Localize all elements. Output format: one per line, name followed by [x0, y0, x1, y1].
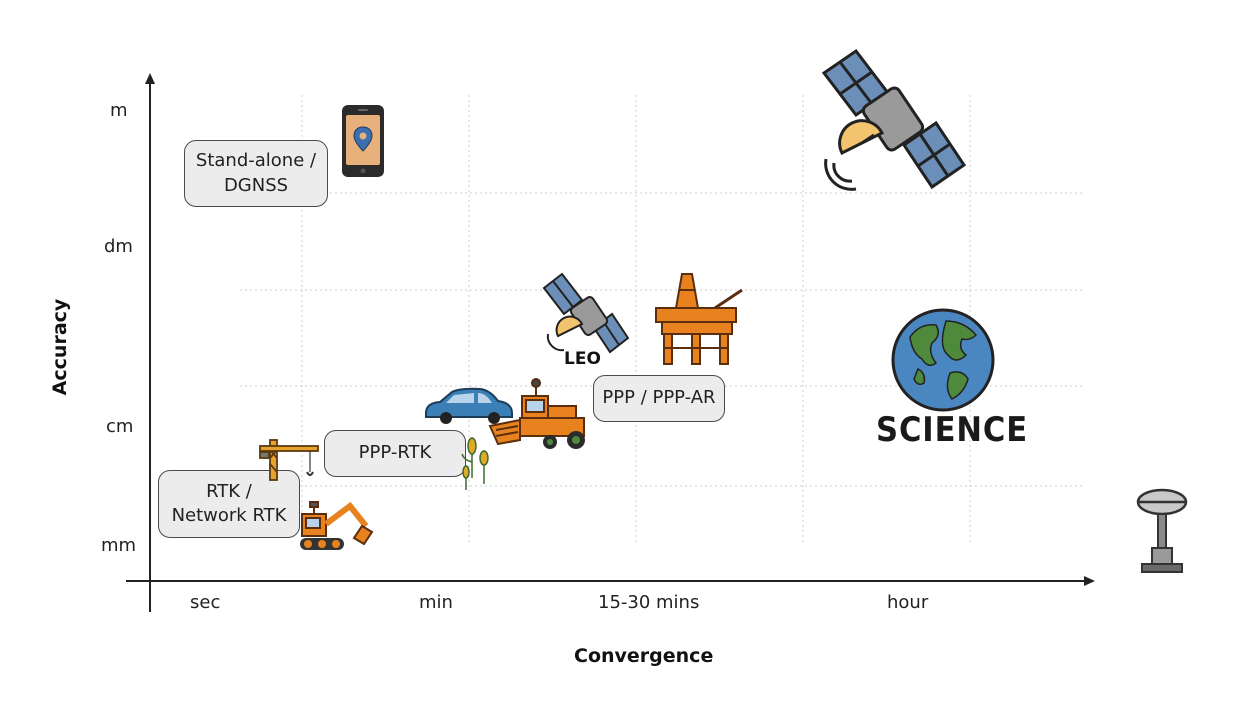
excavator-icon [300, 501, 374, 550]
globe-icon [891, 308, 995, 412]
crops-icon [461, 437, 489, 490]
y-tick-m: m [110, 100, 128, 121]
car-icon [425, 387, 513, 424]
y-axis-title: Accuracy [49, 298, 71, 396]
x-tick-min: min [419, 592, 453, 613]
method-box-ppp-ppp-ar: PPP / PPP-AR [593, 375, 725, 422]
method-box-standalone-dgnss: Stand-alone / DGNSS [184, 140, 328, 207]
oil-rig-icon [655, 273, 743, 365]
x-axis [126, 576, 1095, 586]
y-axis [145, 73, 155, 612]
gnss-antenna-icon [1136, 488, 1188, 573]
method-label: PPP / PPP-AR [602, 387, 716, 409]
satellite-icon [821, 48, 967, 191]
x-axis-title: Convergence [574, 645, 714, 667]
leo-satellite-icon [542, 272, 630, 354]
harvester-icon [488, 378, 585, 449]
x-tick-sec: sec [190, 592, 221, 613]
method-label-line2: DGNSS [223, 174, 289, 196]
y-tick-cm: cm [106, 416, 134, 437]
leo-label: LEO [564, 349, 601, 369]
x-tick-hour: hour [887, 592, 929, 613]
method-box-ppp-rtk: PPP-RTK [324, 430, 466, 477]
x-tick-15-30-mins: 15-30 mins [598, 592, 700, 613]
y-tick-dm: dm [104, 236, 133, 257]
y-tick-mm: mm [101, 535, 137, 556]
method-box-rtk-network-rtk: RTK / Network RTK [158, 470, 300, 538]
method-label-line1: Stand-alone / [195, 150, 317, 172]
method-label-line2: Network RTK [171, 505, 287, 526]
method-label: PPP-RTK [358, 442, 432, 464]
crane-icon [259, 439, 319, 481]
smartphone-location-icon [342, 105, 384, 177]
science-label: SCIENCE [876, 410, 1029, 450]
method-label-line1: RTK / [206, 480, 252, 502]
